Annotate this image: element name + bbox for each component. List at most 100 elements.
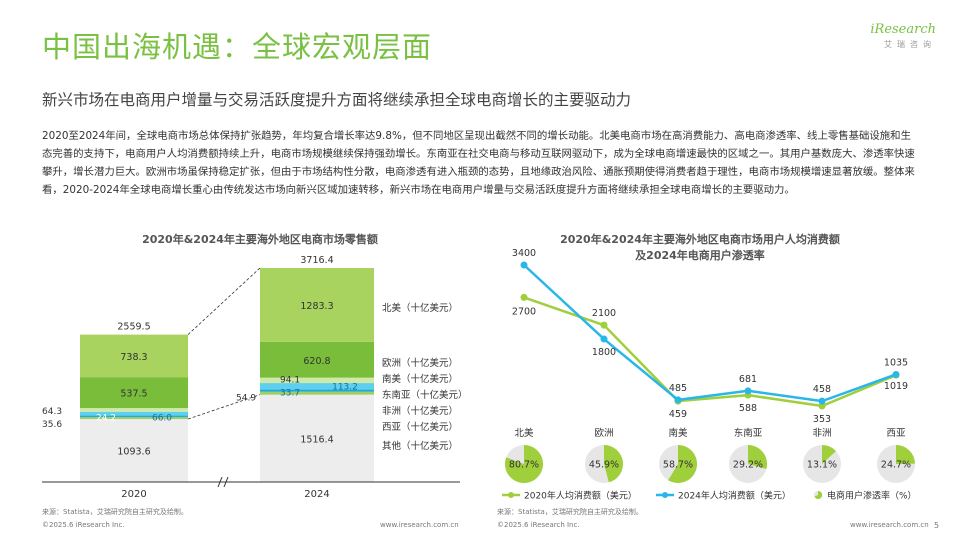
left-chart: 2020 2559.5 2024 3716.4 1093.6 738.3 537.5 64.3…	[42, 255, 468, 500]
total-label: 2559.5	[117, 322, 150, 333]
penetration-slice	[896, 445, 915, 464]
penetration-label: 13.1%	[807, 460, 837, 471]
page-number: 5	[934, 521, 940, 530]
legend-label-2020: 2020年人均消费额（美元）	[524, 490, 637, 502]
value-label: 94.1	[280, 376, 300, 386]
bar-2020-2	[80, 415, 188, 417]
penetration-slice	[604, 445, 623, 483]
category-label: 北美	[514, 427, 534, 439]
logo-text: iResearch	[870, 22, 936, 37]
penetration-label: 80.7%	[509, 460, 539, 471]
value-label: 33.7	[280, 389, 300, 399]
bar-2020-1	[80, 416, 188, 420]
legend-label: 西亚（十亿美元）	[382, 421, 458, 433]
value-label: 66.0	[152, 414, 172, 424]
right-chart-title-line2: 及2024年电商用户渗透率	[635, 249, 765, 262]
data-label: 2700	[512, 306, 536, 317]
value-label: 620.8	[303, 356, 330, 367]
legend-pie-slice	[814, 490, 823, 499]
axis-break-2	[223, 476, 229, 488]
category-label: 2020	[121, 489, 146, 500]
website-right: www.iresearch.com.cn	[850, 521, 929, 529]
penetration-slice	[822, 445, 836, 464]
value-label: 1516.4	[300, 434, 333, 445]
summary-paragraph: 2020至2024年间，全球电商市场总体保持扩张趋势，年均复合增长率达9.8%，…	[42, 130, 915, 196]
copyright-left: ©2025.6 iResearch Inc.	[42, 521, 125, 529]
data-label: 1019	[884, 381, 908, 392]
series-point-1	[818, 397, 826, 405]
bar-2024-0	[260, 394, 374, 482]
series-point-1	[892, 370, 900, 378]
series-point-0	[818, 402, 826, 410]
data-label: 458	[813, 384, 831, 395]
logo: iResearch 艾瑞咨询	[856, 22, 936, 50]
series-point-1	[674, 396, 682, 404]
right-source: 来源：Statista，艾瑞研究院自主研究及绘制。	[497, 508, 643, 516]
data-label: 485	[669, 383, 687, 394]
value-label: 738.3	[120, 352, 147, 363]
right-chart: 3400 1800 485 681 458 1035 2700 2100 459 588 353 10…	[502, 248, 917, 502]
value-label: 24.2	[96, 414, 116, 424]
series-point-1	[744, 387, 752, 395]
bar-2020-3	[80, 411, 188, 416]
left-chart-title: 2020年&2024年主要海外地区电商市场零售额	[142, 233, 378, 246]
bar-2020-6	[80, 334, 188, 378]
series-line-0	[523, 296, 897, 408]
penetration-slice	[748, 445, 767, 469]
series-point-0	[600, 321, 608, 329]
value-label: 1093.6	[117, 447, 150, 458]
bar-2024-6	[260, 268, 374, 342]
category-label: 东南亚	[734, 427, 763, 439]
data-label: 681	[739, 374, 757, 385]
category-label: 2024	[304, 489, 329, 500]
axis-break-1	[217, 476, 223, 488]
legend-marker-2024	[662, 492, 668, 498]
right-chart-title: 2020年&2024年主要海外地区电商市场用户人均消费额 及2024年电商用户渗…	[500, 232, 900, 264]
category-label: 南美	[668, 427, 688, 439]
bar-2020-0	[80, 419, 188, 482]
value-label: 64.3	[42, 407, 62, 417]
penetration-label: 58.7%	[663, 460, 693, 471]
penetration-slice	[505, 445, 543, 483]
penetration-label: 29.2%	[733, 460, 763, 471]
series-point-1	[600, 335, 608, 343]
bar-2024-3	[260, 383, 374, 390]
data-label: 3400	[512, 248, 536, 259]
page-title: 中国出海机遇：全球宏观层面	[42, 30, 433, 64]
series-point-0	[520, 293, 528, 301]
left-source: 来源：Statista，艾瑞研究院自主研究及绘制。	[42, 508, 188, 516]
data-label: 1800	[592, 347, 616, 358]
value-label: 35.6	[42, 420, 62, 430]
page-subtitle: 新兴市场在电商用户增量与交易活跃度提升方面将继续承担全球电商增长的主要驱动力	[42, 91, 632, 109]
data-label: 588	[739, 403, 757, 414]
value-label: 54.9	[236, 394, 256, 404]
right-chart-title-line1: 2020年&2024年主要海外地区电商市场用户人均消费额	[560, 233, 840, 246]
legend-label: 非洲（十亿美元）	[382, 405, 458, 417]
series-line-1	[523, 264, 897, 403]
connector-top	[187, 267, 261, 335]
category-label: 欧洲	[594, 427, 613, 439]
legend-label: 欧洲（十亿美元）	[382, 357, 458, 369]
bar-2024-2	[260, 389, 374, 392]
legend-label: 北美（十亿美元）	[382, 302, 458, 314]
penetration-label: 45.9%	[589, 460, 619, 471]
value-label: 537.5	[120, 389, 147, 400]
series-point-1	[520, 261, 528, 269]
value-label: 113.2	[332, 382, 358, 392]
legend-label-penetration: 电商用户渗透率（%）	[827, 490, 917, 502]
data-label: 2100	[592, 308, 616, 319]
value-label: 1283.3	[300, 301, 333, 312]
legend-label-2024: 2024年人均消费额（美元）	[678, 490, 791, 502]
total-label: 3716.4	[300, 255, 333, 266]
bar-2020-4	[80, 408, 188, 412]
legend-marker-2020	[508, 492, 514, 498]
bar-2024-5	[260, 341, 374, 378]
bar-2024-1	[260, 391, 374, 395]
data-label: 353	[813, 414, 831, 425]
category-label: 西亚	[886, 428, 906, 439]
connector-bottom	[187, 394, 261, 420]
penetration-slice	[668, 445, 697, 483]
bar-2024-4	[260, 377, 374, 384]
bar-2020-5	[80, 377, 188, 409]
data-label: 459	[669, 409, 687, 420]
